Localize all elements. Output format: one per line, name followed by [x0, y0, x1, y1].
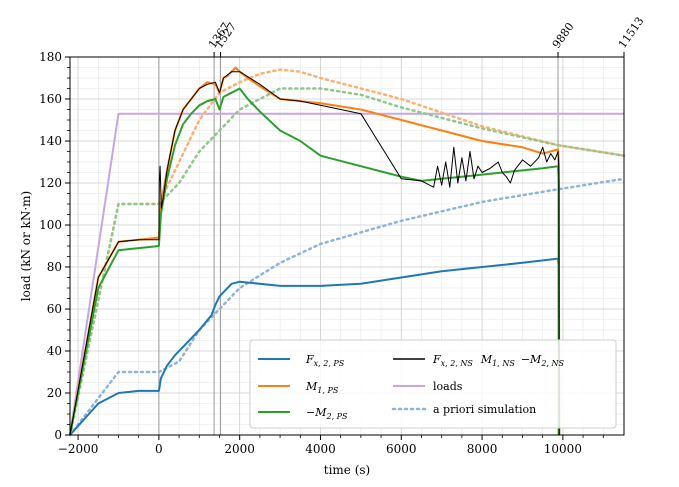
x-tick-label: −2000: [58, 442, 99, 456]
y-tick-label: 0: [54, 428, 62, 442]
legend: Fx, 2, PS M1, PS −M2, PS Fx, 2, NS M1, NS…: [249, 339, 617, 429]
y-tick-label: 140: [39, 134, 62, 148]
x-tick-label: 8000: [467, 442, 498, 456]
y-tick-label: 160: [39, 92, 62, 106]
series-line-loads: [69, 112, 624, 436]
y-tick-label: 120: [39, 176, 62, 190]
top-tick-label: 11513: [616, 15, 647, 51]
series-line-sim_M1: [68, 68, 626, 437]
y-tick-label: 40: [47, 344, 62, 358]
y-tick-label: 20: [47, 386, 62, 400]
series-line-Fx_PS: [69, 257, 561, 436]
x-tick-label: 10000: [544, 442, 582, 456]
legend-label-m1-ps: M1, PS: [305, 380, 339, 395]
x-tick-label: 4000: [305, 442, 336, 456]
legend-label-simulation: a priori simulation: [433, 403, 536, 416]
legend-box: [249, 339, 617, 429]
y-tick-label: 60: [47, 302, 62, 316]
top-tick-label: 9880: [550, 20, 577, 50]
legend-label-loads: loads: [433, 380, 463, 393]
series-line-sim_Fx: [68, 177, 626, 437]
legend-label-ns: Fx, 2, NS M1, NS −M2, NS: [432, 353, 564, 368]
y-tick-label: 80: [47, 260, 62, 274]
legend-label-fx-ps: Fx, 2, PS: [305, 353, 345, 368]
y-tick-label: 180: [39, 50, 62, 64]
series-line-M2_PS: [69, 87, 561, 436]
y-tick-label: 100: [39, 218, 62, 232]
y-axis-label: load (kN or kN·m): [19, 191, 33, 301]
legend-label-m2-ps: −M2, PS: [306, 406, 348, 421]
series-line-NS: [69, 71, 560, 436]
x-axis-label: time (s): [324, 463, 370, 477]
x-tick-label: 0: [155, 442, 163, 456]
series-layer: [68, 66, 626, 437]
x-tick-label: 2000: [224, 442, 255, 456]
x-tick-label: 6000: [386, 442, 417, 456]
